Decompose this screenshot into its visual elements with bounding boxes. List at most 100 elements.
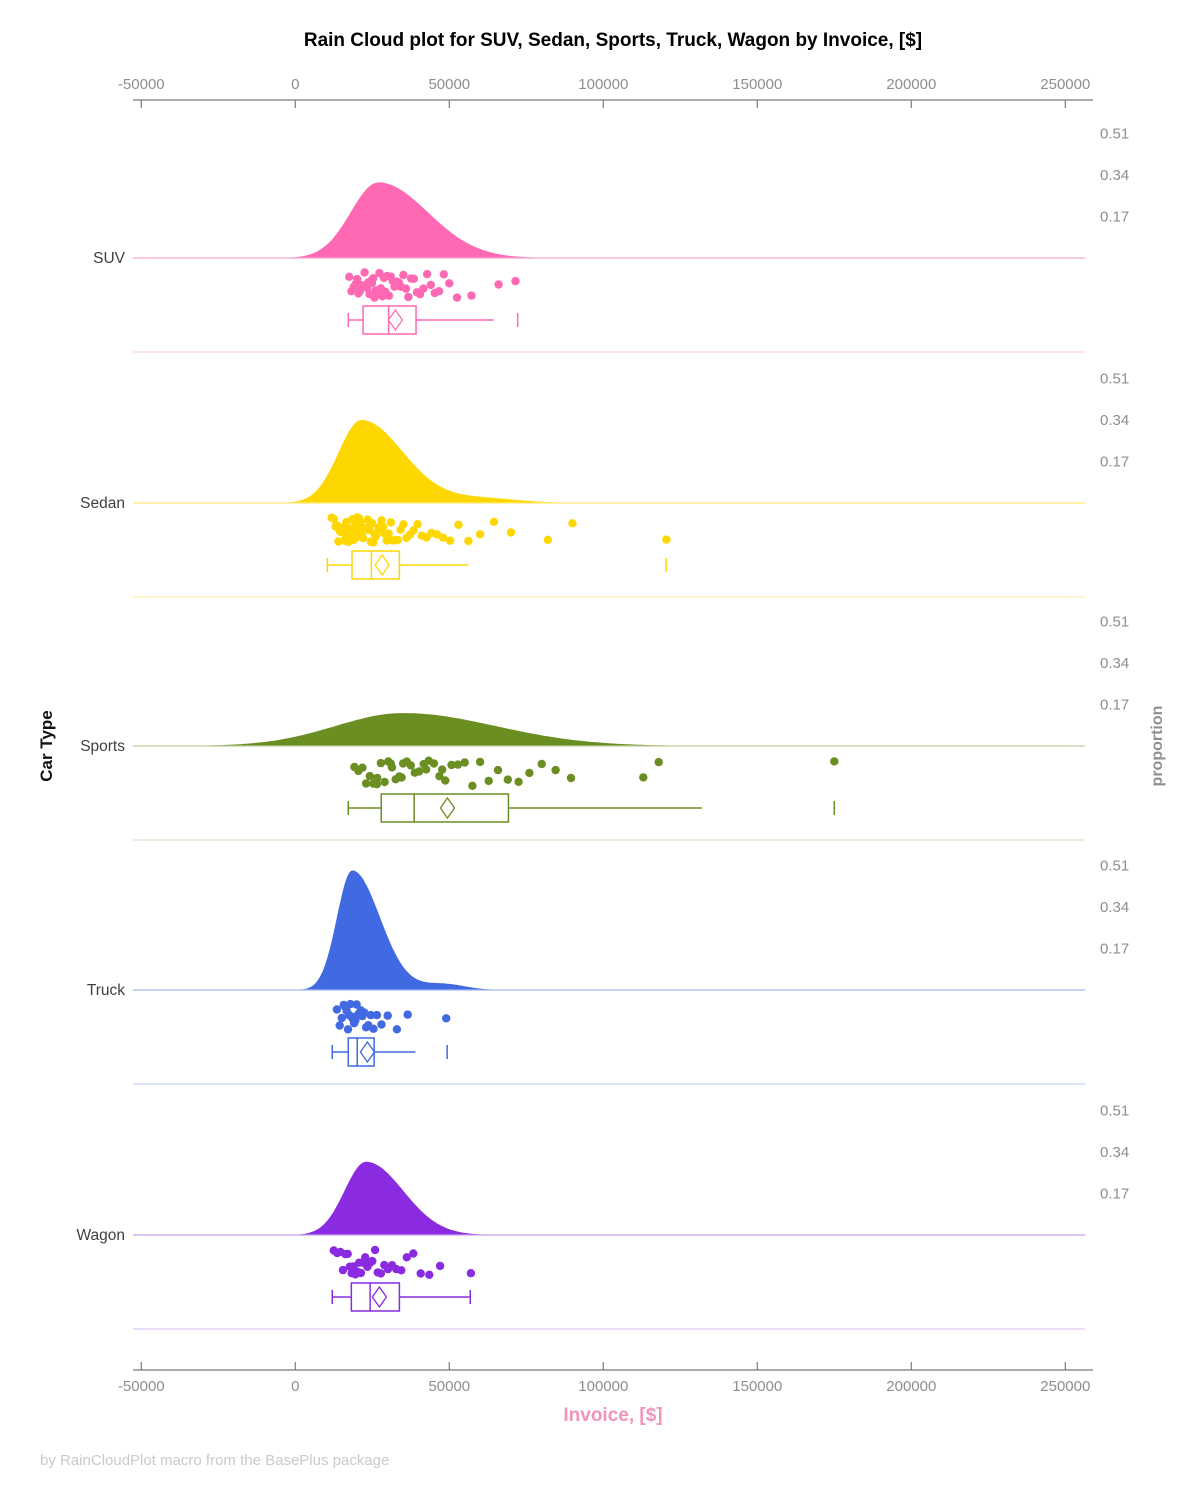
rain-point [452, 293, 462, 302]
density-curve-sports [145, 713, 829, 746]
top-axis-tick-label: 50000 [428, 76, 470, 93]
rain-point [397, 773, 406, 782]
bottom-axis-tick-label: 100000 [578, 1378, 628, 1395]
category-label-truck: Truck [87, 982, 125, 999]
category-label-wagon: Wagon [76, 1227, 125, 1244]
proportion-tick-label: 0.17 [1100, 454, 1129, 471]
attribution-note: by RainCloudPlot macro from the BasePlus… [40, 1452, 390, 1469]
rain-point [358, 533, 368, 543]
rain-point [467, 291, 476, 300]
rain-point [511, 276, 520, 286]
proportion-tick-label: 0.34 [1100, 412, 1129, 429]
rain-point [367, 519, 377, 528]
proportion-tick-label: 0.51 [1100, 126, 1129, 143]
rain-point [397, 1266, 406, 1275]
rain-point [503, 775, 512, 784]
category-label-sedan: Sedan [80, 495, 125, 512]
rain-point [442, 1014, 451, 1023]
rain-point [361, 779, 371, 788]
rain-point [369, 1024, 378, 1034]
rain-point [454, 520, 463, 529]
top-axis-tick-label: -50000 [118, 76, 165, 93]
rain-point [378, 522, 388, 532]
mean-diamond [374, 553, 390, 577]
rain-point [537, 759, 546, 769]
top-axis-tick-label: 250000 [1040, 76, 1090, 93]
rain-point [435, 772, 444, 781]
proportion-tick-label: 0.17 [1100, 209, 1129, 226]
rain-point [494, 280, 503, 289]
proportion-tick-label: 0.17 [1100, 697, 1129, 714]
rain-point [399, 520, 408, 529]
proportion-tick-label: 0.17 [1100, 1186, 1129, 1203]
proportion-tick-label: 0.34 [1100, 1144, 1129, 1161]
bottom-axis-tick-label: 150000 [732, 1378, 782, 1395]
rain-point [414, 767, 424, 776]
rain-point [402, 1253, 411, 1262]
rain-point [360, 268, 369, 277]
rain-point [566, 773, 576, 783]
top-axis-tick-label: 0 [291, 76, 299, 93]
rain-point [343, 1025, 353, 1034]
rain-point [337, 1013, 346, 1023]
density-curve-wagon [284, 1161, 537, 1235]
bottom-axis-tick-label: 50000 [428, 1378, 470, 1395]
rain-point [345, 272, 354, 281]
proportion-tick-label: 0.34 [1100, 899, 1129, 916]
rain-point [338, 1265, 348, 1275]
bottom-axis-tick-label: 0 [291, 1378, 299, 1395]
rain-point [419, 284, 428, 293]
rain-point [484, 776, 493, 786]
rain-point [393, 535, 403, 545]
rain-point [447, 760, 456, 770]
rain-point [329, 514, 338, 524]
rain-point [376, 758, 386, 768]
rain-point [445, 279, 454, 288]
bottom-axis-tick-label: 250000 [1040, 1378, 1090, 1395]
rain-point [366, 1010, 375, 1020]
rain-point [384, 529, 393, 538]
rain-point [373, 773, 382, 783]
rain-point [830, 757, 839, 766]
proportion-tick-label: 0.34 [1100, 167, 1129, 184]
rain-point [377, 1020, 386, 1029]
rain-point [438, 533, 448, 542]
rain-point [460, 758, 469, 767]
bottom-axis-tick-label: -50000 [118, 1378, 165, 1395]
rain-point [356, 1268, 366, 1278]
rain-point [525, 768, 534, 778]
rain-point [506, 528, 516, 537]
rain-point [654, 757, 663, 767]
rain-point [466, 1269, 476, 1278]
rain-point [369, 274, 378, 283]
rain-point [376, 1269, 386, 1278]
rain-point [662, 535, 671, 544]
rain-point [372, 1010, 382, 1020]
rain-point [426, 280, 435, 290]
rain-point [514, 777, 523, 786]
proportion-tick-label: 0.34 [1100, 655, 1129, 672]
chart-title: Rain Cloud plot for SUV, Sedan, Sports, … [303, 30, 923, 51]
rain-point [639, 773, 648, 782]
rain-point [353, 274, 362, 284]
rain-point [543, 535, 553, 544]
rain-point [422, 269, 432, 279]
proportion-axis-title: proportion [1149, 705, 1166, 787]
rain-point [429, 759, 439, 768]
rain-point [358, 763, 367, 772]
rain-point [404, 292, 413, 302]
rain-point [346, 999, 355, 1009]
density-curve-suv [273, 182, 606, 258]
density-curve-sedan [273, 420, 599, 503]
rain-point [409, 274, 419, 283]
rain-point [446, 536, 455, 545]
rain-point [568, 519, 577, 528]
rain-point [370, 1245, 380, 1255]
rain-point [403, 1010, 412, 1019]
top-axis-tick-label: 200000 [886, 76, 936, 93]
rain-point [356, 517, 365, 527]
rain-point [386, 759, 395, 768]
rain-point [493, 765, 503, 775]
rain-point [392, 1025, 402, 1034]
